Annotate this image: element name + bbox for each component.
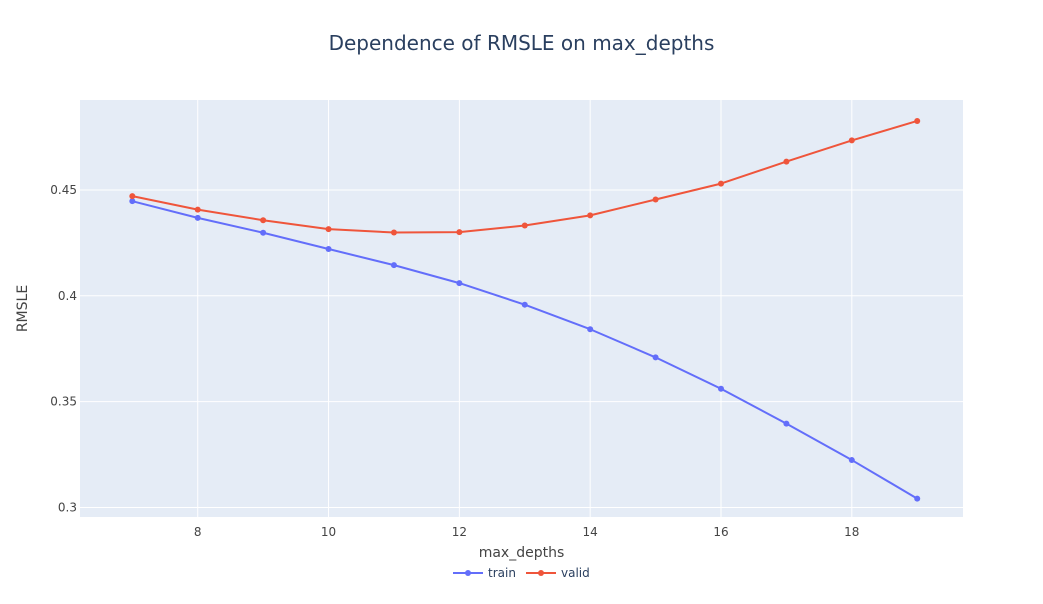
data-point-valid[interactable] (456, 229, 463, 236)
data-point-train[interactable] (456, 280, 463, 287)
data-point-valid[interactable] (521, 222, 528, 229)
data-point-train[interactable] (652, 354, 659, 361)
chart-title: Dependence of RMSLE on max_depths (329, 31, 715, 55)
data-point-valid[interactable] (652, 196, 659, 203)
legend[interactable]: train valid (453, 566, 590, 580)
data-point-valid[interactable] (194, 206, 201, 213)
data-point-valid[interactable] (848, 137, 855, 144)
x-tick-label: 12 (452, 525, 467, 539)
x-axis-ticks: 8 10 12 14 16 18 (194, 525, 860, 539)
legend-item-train[interactable]: train (453, 566, 516, 580)
data-point-valid[interactable] (914, 117, 921, 124)
legend-label: train (488, 566, 516, 580)
grid-lines (80, 100, 963, 517)
legend-marker-swatch (538, 570, 544, 576)
data-point-train[interactable] (783, 420, 790, 427)
data-point-valid[interactable] (129, 193, 136, 200)
data-point-valid[interactable] (587, 212, 594, 219)
data-point-valid[interactable] (325, 226, 332, 233)
x-tick-label: 18 (844, 525, 859, 539)
data-point-train[interactable] (848, 457, 855, 464)
plot-background (80, 100, 963, 517)
legend-marker-swatch (465, 570, 471, 576)
y-tick-label: 0.4 (58, 289, 77, 303)
data-point-valid[interactable] (783, 158, 790, 165)
x-tick-label: 10 (321, 525, 336, 539)
data-point-train[interactable] (325, 246, 332, 253)
data-point-valid[interactable] (390, 229, 397, 236)
y-tick-label: 0.35 (50, 395, 77, 409)
x-tick-label: 8 (194, 525, 202, 539)
data-point-train[interactable] (521, 301, 528, 308)
x-tick-label: 16 (713, 525, 728, 539)
data-point-valid[interactable] (260, 217, 267, 224)
x-axis-title: max_depths (479, 545, 565, 561)
data-point-train[interactable] (390, 262, 397, 269)
data-point-train[interactable] (587, 326, 594, 333)
x-tick-label: 14 (583, 525, 598, 539)
data-point-valid[interactable] (717, 180, 724, 187)
y-tick-label: 0.45 (50, 183, 77, 197)
data-point-train[interactable] (717, 385, 724, 392)
y-axis-title: RMSLE (15, 285, 31, 332)
legend-label: valid (561, 566, 590, 580)
y-tick-label: 0.3 (58, 500, 77, 514)
data-point-train[interactable] (129, 198, 136, 205)
data-point-train[interactable] (914, 495, 921, 502)
data-point-train[interactable] (260, 229, 267, 236)
legend-item-valid[interactable]: valid (526, 566, 590, 580)
data-point-train[interactable] (194, 214, 201, 221)
series-markers (129, 117, 921, 502)
y-axis-ticks: 0.3 0.35 0.4 0.45 (50, 183, 77, 515)
